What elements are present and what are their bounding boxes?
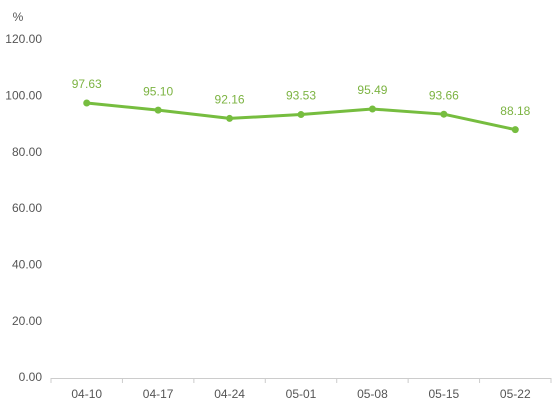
value-label: 95.10 bbox=[143, 84, 173, 98]
x-tick-label: 04-17 bbox=[143, 387, 174, 401]
x-tick-label: 04-10 bbox=[71, 387, 102, 401]
y-tick-label: 40.00 bbox=[12, 258, 42, 272]
y-tick-label: 20.00 bbox=[12, 314, 42, 328]
y-unit: % bbox=[13, 10, 24, 24]
x-tick-label: 04-24 bbox=[214, 387, 245, 401]
y-tick-label: 80.00 bbox=[12, 145, 42, 159]
value-label: 92.16 bbox=[215, 93, 245, 107]
point bbox=[368, 105, 376, 113]
x-tick-label: 05-22 bbox=[500, 387, 531, 401]
x-tick-label: 05-15 bbox=[429, 387, 460, 401]
y-tick-label: 60.00 bbox=[12, 201, 42, 215]
point bbox=[83, 99, 91, 107]
point bbox=[440, 110, 448, 118]
x-tick-label: 05-08 bbox=[357, 387, 388, 401]
value-label: 93.53 bbox=[286, 89, 316, 103]
point bbox=[154, 106, 162, 114]
value-label: 93.66 bbox=[429, 88, 459, 102]
point bbox=[297, 111, 305, 119]
value-label: 88.18 bbox=[500, 104, 530, 118]
y-tick-label: 120.00 bbox=[5, 32, 42, 46]
point bbox=[511, 126, 519, 134]
y-tick-label: 0.00 bbox=[19, 370, 43, 384]
point bbox=[226, 114, 234, 122]
x-tick-label: 05-01 bbox=[286, 387, 317, 401]
value-label: 97.63 bbox=[72, 77, 102, 91]
value-label: 95.49 bbox=[357, 83, 387, 97]
y-tick-label: 100.00 bbox=[5, 89, 42, 103]
